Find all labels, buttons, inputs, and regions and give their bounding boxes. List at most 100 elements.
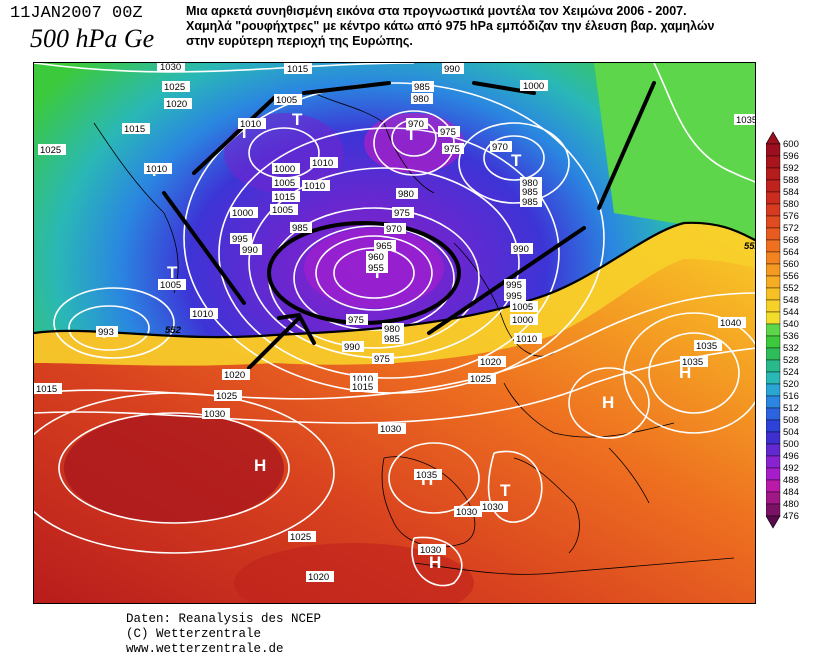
isobar-label: 970 <box>384 223 406 235</box>
isobar-label: 1035 <box>680 356 708 368</box>
svg-text:985: 985 <box>522 197 538 208</box>
legend-value: 480 <box>783 499 799 510</box>
svg-text:1030: 1030 <box>160 63 181 73</box>
svg-text:1005: 1005 <box>272 205 293 216</box>
legend-value: 592 <box>783 163 799 174</box>
isobar-label: 1040 <box>718 317 746 329</box>
isobar-label: 1000 <box>272 163 300 175</box>
center-letter: T <box>511 151 522 170</box>
svg-text:1030: 1030 <box>482 502 503 513</box>
legend-swatch <box>766 203 781 217</box>
svg-text:1035: 1035 <box>682 357 703 368</box>
color-legend: 600 596 592 588 584 580 576 572 568 564 560 556 552 5… <box>766 130 826 535</box>
legend-swatch <box>766 143 781 157</box>
isobar-label: 1005 <box>270 204 298 216</box>
legend-swatch <box>766 155 781 169</box>
legend-swatch <box>766 503 781 517</box>
isobar-label: 1035 <box>694 340 722 352</box>
legend-value: 488 <box>783 475 799 486</box>
isobar-label: 1015 <box>34 383 62 395</box>
isobar-label: 980 <box>396 188 418 200</box>
isobar-label: 1005 <box>158 279 186 291</box>
svg-text:975: 975 <box>440 127 456 138</box>
legend-value: 492 <box>783 463 799 474</box>
isobar-label: 1020 <box>222 369 250 381</box>
svg-text:1010: 1010 <box>516 334 537 345</box>
isobar-label: 1025 <box>468 373 496 385</box>
isobar-label: 1030 <box>418 544 446 556</box>
center-letter: T <box>500 481 511 500</box>
annotation-line-ne <box>472 81 536 95</box>
center-letter: T <box>292 110 303 129</box>
svg-text:1030: 1030 <box>420 545 441 556</box>
legend-swatch <box>766 479 781 493</box>
credits-copyright: (C) Wetterzentrale <box>126 627 262 641</box>
legend-value: 516 <box>783 391 799 402</box>
isobar-label: 1035 <box>414 469 442 481</box>
contour-552 <box>34 221 755 339</box>
isobar-label: 990 <box>342 341 364 353</box>
svg-text:975: 975 <box>374 354 390 365</box>
svg-text:1025: 1025 <box>164 82 185 93</box>
legend-value: 532 <box>783 343 799 354</box>
annotation-line-west <box>162 191 246 305</box>
isobar-label: 1005 <box>510 301 538 313</box>
legend-swatch <box>766 443 781 457</box>
isobar-label: 1020 <box>478 356 506 368</box>
isobar-label: 1030 <box>378 423 406 435</box>
legend-value: 524 <box>783 367 799 378</box>
legend-swatch <box>766 263 781 277</box>
legend-swatch <box>766 275 781 289</box>
isobar-label: 1020 <box>164 98 192 110</box>
svg-text:990: 990 <box>444 64 460 75</box>
isobar-label: 975 <box>442 143 464 155</box>
caption-line-2: Χαμηλά "ρουφήχτρες" με κέντρο κάτω από 9… <box>186 19 715 33</box>
legend-value: 484 <box>783 487 799 498</box>
coastlines <box>93 92 735 575</box>
weather-map: T T T T T T T T H H H H H T 1030 1015 99… <box>33 62 756 604</box>
isobar-label: 975 <box>346 314 368 326</box>
legend-swatch <box>766 431 781 445</box>
svg-text:1025: 1025 <box>470 374 491 385</box>
legend-top-arrow <box>766 131 781 145</box>
legend-value: 552 <box>783 283 799 294</box>
svg-text:1010: 1010 <box>192 309 213 320</box>
credits-source: Daten: Reanalysis des NCEP <box>126 612 322 626</box>
svg-text:1035: 1035 <box>736 115 756 126</box>
svg-text:975: 975 <box>394 208 410 219</box>
isobar-label: 960 <box>366 251 388 263</box>
isobar-label: 1010 <box>514 333 542 345</box>
contour-labels: 552 552 <box>165 241 755 336</box>
isobar-label: 1015 <box>350 381 378 393</box>
isobar-label: 1015 <box>122 123 150 135</box>
field-atlantic-high <box>64 413 284 523</box>
annotation-line-east <box>597 81 656 210</box>
svg-text:993: 993 <box>98 327 114 338</box>
isobar-label: 965 <box>374 240 396 252</box>
center-letter: T <box>406 125 417 144</box>
legend-swatch <box>766 371 781 385</box>
isobar-label: 995 <box>504 279 526 291</box>
isobar-label: 1015 <box>272 191 300 203</box>
svg-text:975: 975 <box>348 315 364 326</box>
svg-text:970: 970 <box>386 224 402 235</box>
center-letter: H <box>254 456 266 475</box>
center-letter: H <box>429 553 441 572</box>
isobar-label: 975 <box>372 353 394 365</box>
svg-text:1000: 1000 <box>232 208 253 219</box>
svg-text:985: 985 <box>414 82 430 93</box>
svg-text:1040: 1040 <box>720 318 741 329</box>
legend-value: 544 <box>783 307 799 318</box>
svg-text:985: 985 <box>384 334 400 345</box>
svg-text:975: 975 <box>444 144 460 155</box>
annotation-arrow-head <box>277 312 316 345</box>
isobar-label: 1030 <box>454 506 482 518</box>
isobar-label: 955 <box>366 262 388 274</box>
svg-text:1035: 1035 <box>696 341 717 352</box>
legend-value: 528 <box>783 355 799 366</box>
isobar-label: 1015 <box>284 63 312 75</box>
isobar-label: 1020 <box>306 571 334 583</box>
isobar-label: 990 <box>240 244 262 256</box>
svg-text:1020: 1020 <box>224 370 245 381</box>
legend-swatch <box>766 347 781 361</box>
